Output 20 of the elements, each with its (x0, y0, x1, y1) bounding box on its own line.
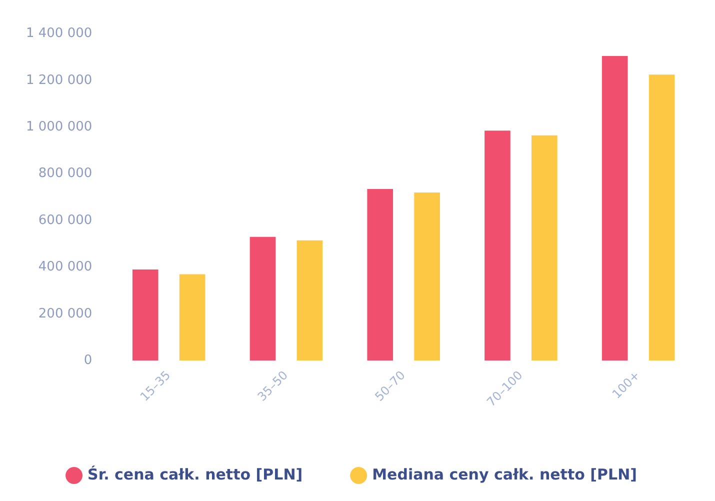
bar (484, 130, 510, 361)
bar (132, 270, 158, 361)
legend-label: Mediana ceny całk. netto [PLN] (372, 465, 637, 484)
y-tick-label: 1 000 000 (26, 120, 92, 135)
bar (367, 189, 394, 361)
bar (296, 240, 323, 361)
y-tick-label: 800 000 (38, 166, 92, 182)
y-tick-label: 1 200 000 (26, 72, 92, 88)
bar (602, 56, 628, 361)
y-tick-label: 600 000 (38, 212, 92, 228)
y-tick-label: 0 (84, 352, 92, 368)
legend-label: Śr. cena całk. netto [PLN] (88, 465, 303, 484)
bar (179, 274, 206, 361)
y-tick-label: 200 000 (38, 306, 92, 322)
bar (648, 74, 675, 361)
y-tick-label: 400 000 (38, 260, 92, 275)
y-tick-label: 1 400 000 (26, 26, 92, 42)
bar (532, 135, 558, 361)
bar (250, 236, 276, 361)
bar (414, 192, 440, 361)
